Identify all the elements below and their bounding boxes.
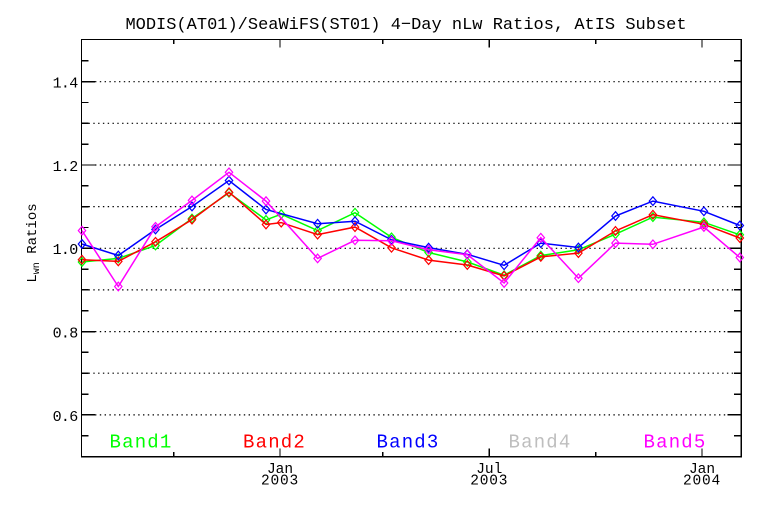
svg-text:Jul: Jul [476,462,502,478]
svg-text:Band3: Band3 [376,432,439,454]
svg-text:0.6: 0.6 [53,409,79,426]
svg-text:Band5: Band5 [643,432,706,454]
svg-text:2003: 2003 [261,474,299,490]
svg-text:1.2: 1.2 [53,159,78,176]
svg-text:0.8: 0.8 [53,326,79,343]
svg-text:1.0: 1.0 [53,242,79,259]
svg-text:MODIS(AT01)/SeaWiFS(ST01) 4−Da: MODIS(AT01)/SeaWiFS(ST01) 4−Day nLw Rati… [125,16,686,35]
svg-text:1.4: 1.4 [53,76,79,93]
svg-text:Jan: Jan [267,462,293,478]
svg-text:2004: 2004 [683,474,721,490]
svg-text:2003: 2003 [470,474,508,490]
svg-text:Jan: Jan [689,462,715,478]
svg-text:Band1: Band1 [109,432,172,454]
svg-text:Band4: Band4 [508,432,571,454]
svg-text:Lwn Ratios: Lwn Ratios [25,203,43,282]
svg-text:Band2: Band2 [243,432,306,454]
